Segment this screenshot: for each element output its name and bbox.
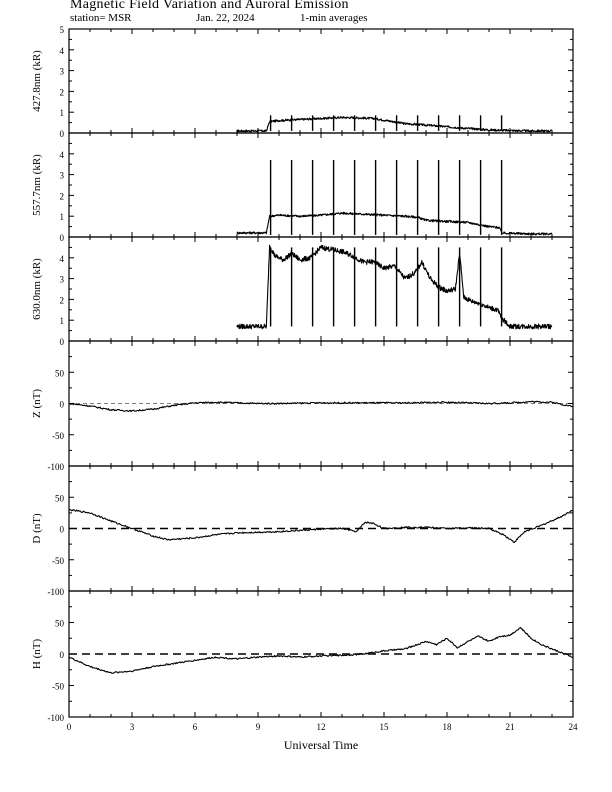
y-axis-label: Z (nT) xyxy=(31,389,43,418)
x-axis-label: Universal Time xyxy=(284,738,358,752)
averaging-label: 1-min averages xyxy=(300,12,368,24)
y-tick-label: 2 xyxy=(60,295,65,305)
y-tick-label: 50 xyxy=(55,493,65,503)
y-tick-label: 0 xyxy=(60,525,65,535)
y-tick-label: 2 xyxy=(60,87,65,97)
y-axis-label: 630.0nm (kR) xyxy=(31,258,43,320)
y-tick-label: 1 xyxy=(60,316,65,326)
panel-h: -100 -50 0 50 H (nT) xyxy=(31,590,574,723)
station-label: station= MSR xyxy=(70,12,132,24)
x-tick-label: 9 xyxy=(256,722,261,732)
series-line xyxy=(68,508,574,544)
series-line xyxy=(236,116,553,133)
x-tick-label: 3 xyxy=(130,722,135,732)
y-axis-label: 557.7nm (kR) xyxy=(31,154,43,216)
y-tick-label: 3 xyxy=(60,67,65,77)
y-tick-label: -100 xyxy=(48,713,65,723)
y-tick-label: 2 xyxy=(60,191,65,201)
y-tick-label: 4 xyxy=(60,150,65,160)
chart-title: Magnetic Field Variation and Auroral Emi… xyxy=(70,0,349,12)
y-tick-label: 0 xyxy=(60,233,65,243)
x-tick-label: 0 xyxy=(67,722,72,732)
y-tick-label: -50 xyxy=(52,682,64,692)
panel-d: -100 -50 0 50 D (nT) xyxy=(31,465,574,597)
x-tick-label: 24 xyxy=(569,722,579,732)
series-line xyxy=(236,211,553,236)
panel-frame xyxy=(68,132,574,238)
y-tick-label: 3 xyxy=(60,275,65,285)
x-tick-label: 18 xyxy=(443,722,453,732)
panel-427: 0 1 2 3 4 5 427.8nm (kR) xyxy=(31,25,574,139)
series-line xyxy=(236,244,553,330)
y-tick-label: -50 xyxy=(52,556,64,566)
y-tick-label: 1 xyxy=(60,212,65,222)
y-tick-label: 50 xyxy=(55,368,65,378)
panel-z: -100 -50 0 50 Z (nT) xyxy=(31,340,574,472)
y-tick-label: 4 xyxy=(60,254,65,264)
y-axis-label: 427.8nm (kR) xyxy=(31,50,43,112)
y-tick-label: -100 xyxy=(48,587,65,597)
y-tick-label: 0 xyxy=(60,129,65,139)
x-tick-label: 6 xyxy=(193,722,198,732)
y-tick-label: 5 xyxy=(60,25,65,35)
x-tick-label: 12 xyxy=(317,722,326,732)
y-tick-label: 50 xyxy=(55,619,65,629)
x-tick-label: 21 xyxy=(506,722,515,732)
series-line xyxy=(68,626,574,674)
panel-630: 0 1 2 3 4 630.0nm (kR) xyxy=(31,236,574,347)
y-tick-label: 3 xyxy=(60,171,65,181)
y-tick-label: 0 xyxy=(60,337,65,347)
x-tick-label: 15 xyxy=(380,722,390,732)
panel-557: 0 1 2 3 4 557.7nm (kR) xyxy=(31,132,574,243)
y-tick-label: 0 xyxy=(60,650,65,660)
date-label: Jan. 22, 2024 xyxy=(196,12,255,24)
panel-frame xyxy=(68,236,574,342)
y-tick-label: -100 xyxy=(48,462,65,472)
y-tick-label: 1 xyxy=(60,108,65,118)
y-tick-label: -50 xyxy=(52,431,64,441)
y-axis-label: D (nT) xyxy=(31,513,43,544)
y-tick-label: 4 xyxy=(60,46,65,56)
y-axis-label: H (nT) xyxy=(31,639,43,670)
series-line xyxy=(69,400,574,413)
panel-frame xyxy=(68,28,574,134)
y-tick-label: 0 xyxy=(60,400,65,410)
